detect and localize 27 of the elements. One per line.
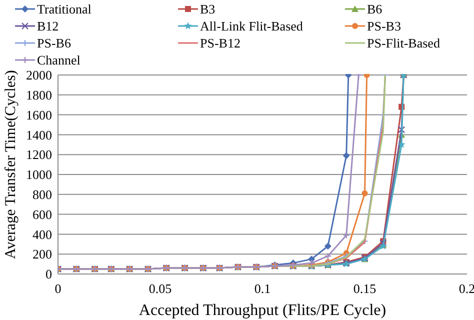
legend-label: PS-B12: [200, 36, 240, 51]
y-tick-label: 2000: [26, 68, 52, 83]
legend-label: B3: [200, 2, 216, 17]
x-tick-label: 0: [54, 281, 62, 296]
x-tick-label: 0.05: [148, 281, 172, 296]
legend-label: PS-Flit-Based: [367, 36, 440, 51]
y-tick-label: 1400: [26, 127, 52, 142]
legend-label: PS-B3: [367, 18, 401, 34]
y-tick-label: 1800: [26, 87, 52, 102]
y-tick-label: 600: [32, 206, 52, 222]
y-tick-label: 200: [32, 246, 52, 262]
y-tick-label: 1600: [26, 107, 52, 122]
y-tick-label: 400: [32, 226, 52, 242]
x-axis-title: Accepted Throughput (Flits/PE Cycle): [138, 302, 386, 319]
legend-label: B6: [367, 2, 383, 17]
x-tick-label: 0.1: [254, 281, 271, 296]
x-tick-label: 0.15: [353, 281, 376, 296]
y-tick-label: 0: [46, 266, 52, 282]
legend-label: All-Link Flit-Based: [200, 18, 304, 34]
legend-label: PS-B6: [37, 36, 72, 51]
y-tick-label: 1000: [26, 167, 52, 182]
y-axis-title: Average Transfer Time(Cycles): [3, 70, 19, 259]
legend-label: Tratitional: [37, 2, 92, 17]
legend-label: Channel: [37, 52, 81, 68]
legend-label: B12: [37, 18, 59, 34]
y-tick-label: 1200: [26, 147, 52, 162]
y-tick-label: 800: [32, 186, 52, 202]
